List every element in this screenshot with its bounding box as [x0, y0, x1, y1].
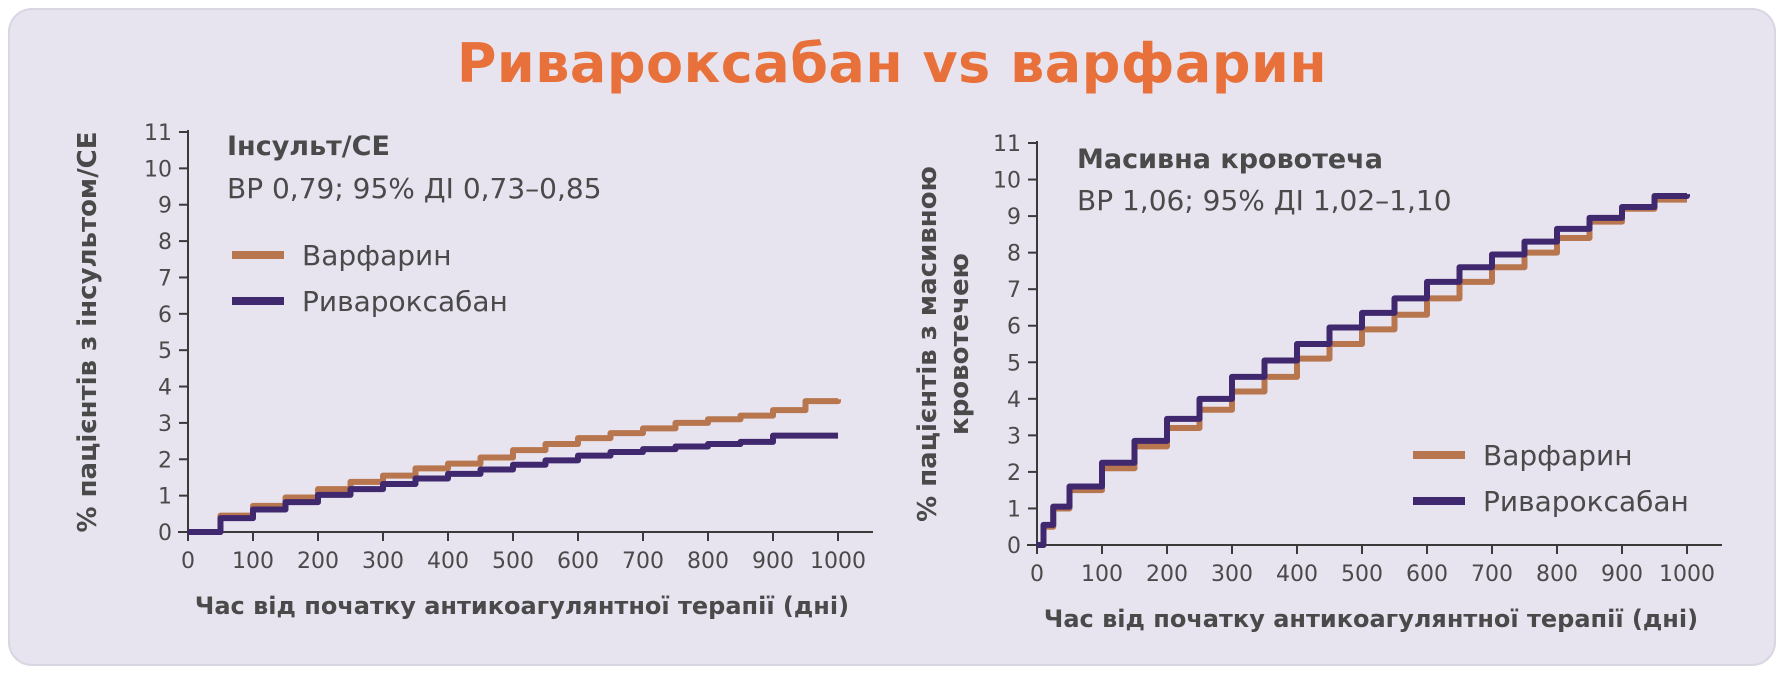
x-tick-label: 800 [1536, 562, 1578, 587]
legend-label-rivaroxaban: Ривароксабан [302, 285, 508, 318]
y-tick-label: 7 [1007, 278, 1021, 303]
chart-subtitle: Інсульт/СЕ [227, 131, 390, 162]
y-tick-label: 4 [158, 376, 172, 401]
x-tick-label: 900 [1601, 562, 1643, 587]
y-tick-label: 9 [1007, 205, 1021, 230]
legend-label-warfarin: Варфарин [302, 239, 452, 272]
y-tick-label: 3 [158, 412, 172, 437]
x-tick-label: 600 [557, 549, 599, 574]
y-tick-label: 1 [1007, 497, 1021, 522]
y-axis-label-group: % пацієнтів з інсультом/СЕ [73, 131, 103, 532]
x-axis-label: Час від початку антикоагулянтної терапії… [1044, 605, 1698, 633]
y-tick-label: 6 [1007, 315, 1021, 340]
series-line-rivaroxaban [1037, 192, 1690, 548]
x-axis-label: Час від початку антикоагулянтної терапії… [195, 592, 849, 620]
y-tick-label: 2 [1007, 461, 1021, 486]
y-tick-label: 5 [158, 339, 172, 364]
y-tick-label: 8 [1007, 242, 1021, 267]
x-tick-label: 200 [1146, 562, 1188, 587]
y-tick-label: 5 [1007, 351, 1021, 376]
x-tick-label: 500 [1341, 562, 1383, 587]
y-tick-label: 1 [158, 485, 172, 510]
series-line-warfarin [188, 398, 841, 535]
x-tick-label: 100 [1081, 562, 1123, 587]
y-tick-label: 0 [158, 521, 172, 546]
y-tick-label: 9 [158, 194, 172, 219]
y-tick-label: 7 [158, 266, 172, 291]
x-tick-label: 700 [622, 549, 664, 574]
x-tick-label: 400 [1276, 562, 1318, 587]
x-tick-label: 1000 [810, 549, 866, 574]
x-tick-label: 200 [297, 549, 339, 574]
y-tick-label: 11 [993, 132, 1021, 157]
y-tick-label: 8 [158, 230, 172, 255]
y-axis-label: % пацієнтів з масивною [913, 166, 943, 522]
x-tick-label: 700 [1471, 562, 1513, 587]
y-tick-label: 10 [993, 169, 1021, 194]
x-tick-label: 600 [1406, 562, 1448, 587]
y-tick-label: 11 [144, 121, 172, 146]
y-tick-label: 4 [1007, 388, 1021, 413]
hazard-ratio-annotation: ВР 1,06; 95% ДІ 1,02–1,10 [1077, 184, 1452, 217]
page-title: Ривароксабан vs варфарин [456, 32, 1328, 95]
legend-label-rivaroxaban: Ривароксабан [1483, 485, 1689, 518]
x-tick-label: 0 [1030, 562, 1044, 587]
x-tick-label: 300 [1211, 562, 1253, 587]
y-axis-label: кровотечею [945, 253, 975, 435]
x-tick-label: 400 [427, 549, 469, 574]
x-tick-label: 500 [492, 549, 534, 574]
x-tick-label: 800 [687, 549, 729, 574]
series-line-rivaroxaban [188, 432, 838, 535]
y-tick-label: 3 [1007, 424, 1021, 449]
x-tick-label: 900 [752, 549, 794, 574]
y-tick-label: 0 [1007, 534, 1021, 559]
y-axis-label: % пацієнтів з інсультом/СЕ [73, 131, 103, 532]
x-tick-label: 0 [181, 549, 195, 574]
x-tick-label: 100 [232, 549, 274, 574]
y-axis-label-group: % пацієнтів з масивною кровотечею [913, 166, 975, 522]
y-tick-label: 10 [144, 157, 172, 182]
chart-subtitle: Масивна кровотеча [1077, 144, 1383, 175]
hazard-ratio-annotation: ВР 0,79; 95% ДІ 0,73–0,85 [227, 172, 602, 205]
legend-label-warfarin: Варфарин [1483, 439, 1633, 472]
x-tick-label: 300 [362, 549, 404, 574]
chart-panel: Ривароксабан vs варфарин [8, 8, 1776, 666]
y-tick-label: 2 [158, 448, 172, 473]
x-tick-label: 1000 [1659, 562, 1715, 587]
y-tick-label: 6 [158, 303, 172, 328]
